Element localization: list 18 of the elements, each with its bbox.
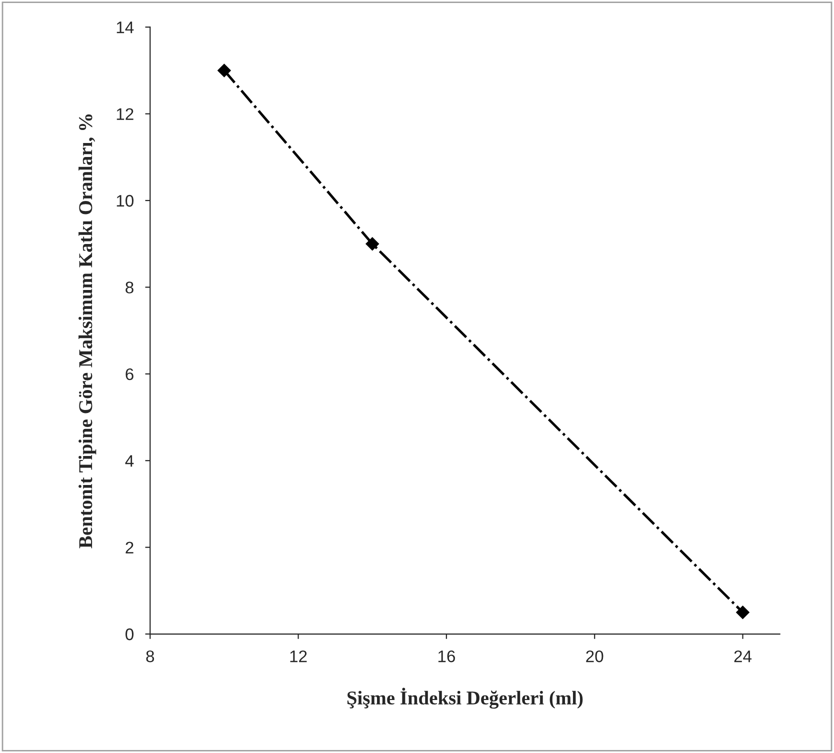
x-tick-label: 20 bbox=[586, 650, 604, 662]
point bbox=[736, 606, 750, 619]
y-tick-label: 14 bbox=[116, 22, 134, 34]
y-tick-label: 10 bbox=[116, 194, 134, 207]
point bbox=[218, 64, 231, 78]
y-tick-label: 6 bbox=[126, 368, 134, 380]
y-tick-label: 0 bbox=[126, 628, 134, 640]
x-tick-label: 16 bbox=[438, 650, 455, 662]
y-tick-label: 12 bbox=[116, 108, 134, 120]
y-tick-label: 4 bbox=[125, 455, 134, 467]
y-axis-title: Bentonit Tipine Göre Maksimum Katkı Oranları, % bbox=[78, 114, 96, 548]
x-tick-label: 24 bbox=[734, 650, 752, 662]
x-axis-title: Şişme İndeksi Değerleri (ml) bbox=[347, 688, 583, 709]
point bbox=[366, 237, 379, 250]
x-tick-label: 8 bbox=[146, 650, 154, 662]
y-tick-label: 2 bbox=[126, 542, 134, 554]
x-tick-label: 12 bbox=[290, 650, 307, 662]
y-tick-label: 8 bbox=[126, 282, 134, 294]
